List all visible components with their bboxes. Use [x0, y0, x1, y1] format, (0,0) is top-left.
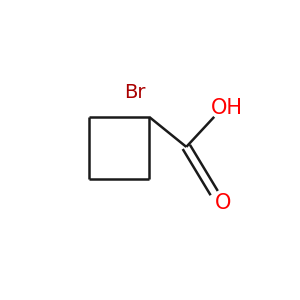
Text: Br: Br — [124, 83, 146, 102]
Text: O: O — [215, 194, 232, 214]
Text: OH: OH — [211, 98, 243, 118]
